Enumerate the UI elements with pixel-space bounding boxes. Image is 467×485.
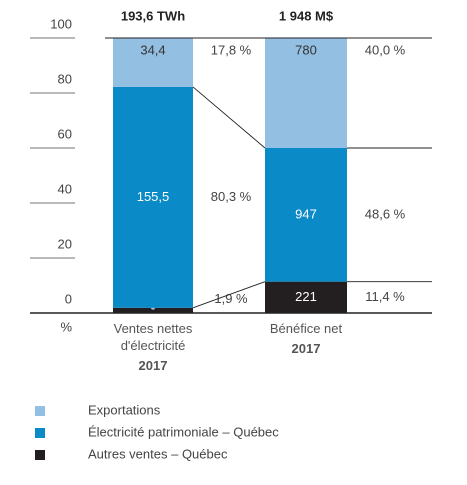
total-label: 1 948 M$ [279, 8, 334, 23]
y-tick-label: 60 [58, 126, 72, 141]
year-label: 2017 [138, 358, 168, 373]
y-tick-label: 100 [50, 16, 72, 31]
value-label: 1,9 % [214, 291, 248, 306]
y-axis-label: % [60, 319, 72, 334]
legend-label: Électricité patrimoniale – Québec [88, 424, 279, 439]
amount-label: 780 [295, 42, 317, 57]
legend-swatch [35, 450, 45, 460]
legend-label: Autres ventes – Québec [88, 446, 228, 461]
bar-segment [265, 148, 347, 282]
amount-label: 155,5 [137, 189, 170, 204]
value-label: 80,3 % [211, 189, 252, 204]
connector [192, 281, 266, 309]
value-label: 17,8 % [211, 42, 252, 57]
connector [192, 86, 266, 149]
amount-label: 947 [295, 206, 317, 221]
value-label: 11,4 % [365, 289, 405, 304]
bar-segment [113, 307, 193, 313]
y-tick-label: 0 [65, 291, 72, 306]
legend-label: Exportations [88, 402, 161, 417]
value-label: 40,0 % [365, 42, 406, 57]
bar-segment [113, 38, 193, 87]
legend-swatch [35, 406, 45, 416]
amount-label: 34,4 [140, 42, 165, 57]
year-label: 2017 [291, 341, 321, 356]
bar-segment [113, 86, 193, 308]
legend-swatch [35, 428, 45, 438]
category-label: Bénéfice net 2017 [246, 320, 366, 357]
bar-segment [265, 38, 347, 148]
category-label: Ventes nettes d'électricité 2017 [93, 320, 213, 374]
y-tick-label: 80 [58, 71, 72, 86]
bar-segment [265, 281, 347, 313]
total-label: 193,6 TWh [121, 8, 185, 23]
y-tick-label: 40 [58, 181, 72, 196]
y-tick-label: 20 [58, 236, 72, 251]
amount-label: 221 [295, 289, 317, 304]
value-label: 48,6 % [365, 206, 406, 221]
